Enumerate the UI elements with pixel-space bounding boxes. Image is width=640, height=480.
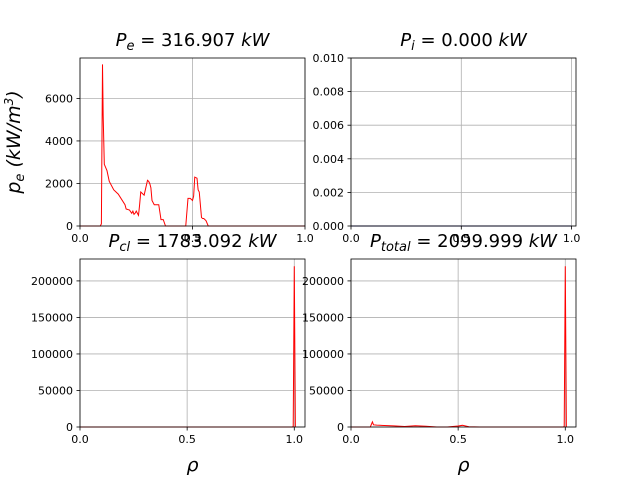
- x-tick-label: 0.0: [71, 232, 89, 245]
- x-tick-label: 0.0: [71, 433, 89, 446]
- y-tick-label: 0.000: [313, 220, 345, 233]
- x-tick-label: 1.0: [557, 433, 575, 446]
- axes-frame: [350, 57, 577, 227]
- axes-frame: [79, 258, 306, 428]
- y-tick-label: 0: [66, 421, 73, 434]
- x-tick-label: 0.0: [342, 433, 360, 446]
- subplot-title: Pcl = 1783.092 kW: [109, 231, 278, 255]
- subplot-title: Pi = 0.000 kW: [400, 30, 528, 54]
- y-tick-label: 50000: [309, 384, 344, 397]
- subplot-1: 0.0 0.5 1.0 0 2000 4000 6000 Pe = 316.907 kW pe …: [2, 30, 314, 245]
- subplot-title: Pe = 316.907 kW: [116, 30, 271, 54]
- y-tick-label: 6000: [45, 92, 73, 105]
- x-tick-label: 0.0: [342, 232, 360, 245]
- y-tick-label: 200000: [31, 275, 73, 288]
- x-tick-label: 0.5: [178, 433, 196, 446]
- axes-frame: [350, 258, 577, 428]
- y-axis-label: pe (kW/m3): [2, 90, 28, 194]
- x-axis-label: ρ: [186, 454, 198, 476]
- x-tick-label: 0.5: [184, 232, 202, 245]
- y-tick-label: 0: [66, 220, 73, 233]
- y-tick-label: 100000: [302, 348, 344, 361]
- y-tick-label: 150000: [302, 311, 344, 324]
- subplot-4: 0.0 0.5 1.0 0 50000 100000 150000 200000 Ptotal …: [302, 231, 577, 476]
- y-tick-label: 0.004: [313, 153, 345, 166]
- y-tick-label: 0.002: [313, 186, 345, 199]
- subplot-title: Ptotal = 2099.999 kW: [370, 231, 558, 255]
- x-tick-label: 1.0: [286, 433, 304, 446]
- y-tick-label: 0.010: [313, 52, 345, 65]
- x-tick-label: 1.0: [563, 232, 581, 245]
- x-axis-label: ρ: [457, 454, 469, 476]
- y-tick-label: 50000: [38, 384, 73, 397]
- subplot-2: 0.0 0.5 1.0 0.000 0.002 0.004 0.006 0.008 0.010 P…: [313, 30, 581, 245]
- y-tick-label: 2000: [45, 177, 73, 190]
- y-tick-label: 100000: [31, 348, 73, 361]
- series-line: [351, 266, 567, 428]
- y-tick-label: 0.006: [313, 119, 345, 132]
- series-line: [80, 64, 305, 227]
- y-tick-label: 150000: [31, 311, 73, 324]
- y-tick-label: 0.008: [313, 86, 345, 99]
- subplot-3: 0.0 0.5 1.0 0 50000 100000 150000 200000 Pcl = 1…: [31, 231, 306, 476]
- x-tick-label: 0.5: [453, 232, 471, 245]
- y-tick-label: 200000: [302, 275, 344, 288]
- x-tick-label: 1.0: [296, 232, 314, 245]
- series-line: [80, 266, 296, 428]
- y-tick-label: 0: [337, 421, 344, 434]
- x-tick-label: 0.5: [449, 433, 467, 446]
- y-tick-label: 4000: [45, 135, 73, 148]
